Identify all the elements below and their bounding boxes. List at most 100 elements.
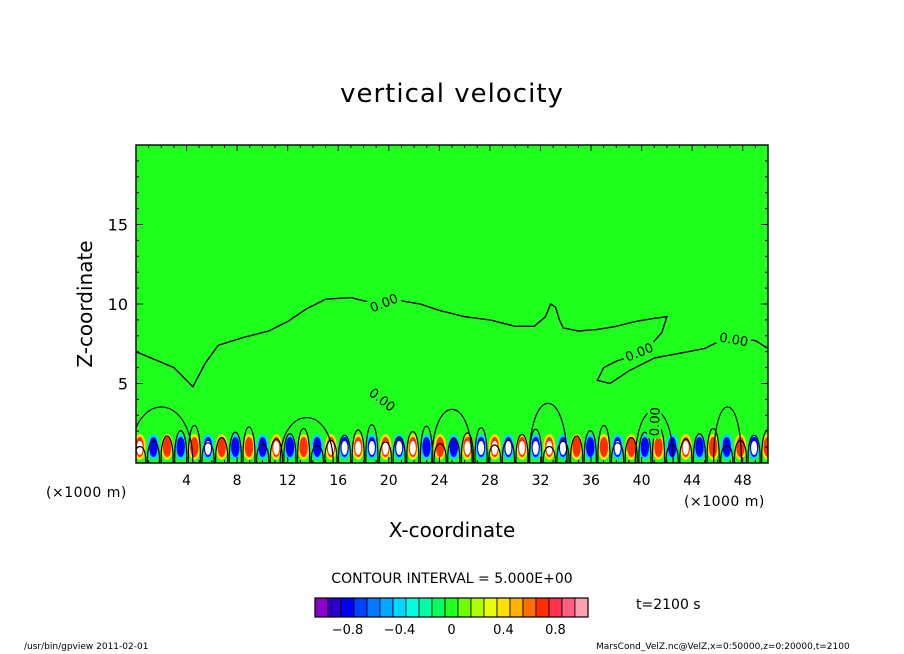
y-tick-label: 15 [108,216,128,235]
colorbar-swatch [444,597,459,618]
small-contour-loop [136,445,147,463]
velocity-cell-mid [572,437,581,457]
small-contour-loop [720,445,734,463]
small-contour-loop [215,436,229,463]
colorbar-swatch [353,597,368,618]
contour-label-bg [646,404,662,439]
velocity-cell-mid [449,437,458,457]
chart-title: vertical velocity [340,79,564,109]
zero-contour-line [136,296,768,388]
small-contour-loop [447,437,461,463]
small-contour-loop [337,434,352,463]
y-tick-label: 10 [108,295,128,314]
small-contour-loop [488,444,502,463]
contour-interval-text: CONTOUR INTERVAL = 5.000E+00 [331,571,572,587]
footer-right: MarsCond_VelZ.nc@VelZ,x=0:50000,z=0:2000… [596,642,850,652]
small-contour-loop [201,442,215,463]
low-contour [279,417,334,463]
small-contour-loop [542,445,556,463]
contour-label-bg [364,383,401,416]
velocity-cells [136,434,768,460]
colorbar-swatch [379,597,394,618]
velocity-cell-core [519,441,526,455]
velocity-cell-core [751,441,758,455]
small-contour-loop [174,430,188,463]
velocity-cell-core [614,441,621,455]
colorbar-swatch [496,597,511,618]
low-contours [136,403,768,463]
small-contour-loop [160,435,174,463]
x-tick-label: 4 [182,473,191,489]
velocity-cell-core [505,441,512,455]
velocity-cell-mid [162,437,172,457]
velocity-cell-core [682,441,689,455]
velocity-cell-mid [422,437,431,457]
velocity-cell-mid [708,437,718,457]
x-tick-label: 20 [380,473,398,489]
velocity-cell-mid [217,437,226,457]
small-contour-loop [597,425,611,463]
small-contour-loop [228,431,242,463]
x-axis-label: X-coordinate [389,518,516,542]
colorbar [314,597,589,618]
colorbar-swatch [561,597,576,618]
small-contour-loop [269,438,283,463]
velocity-cell-mid [299,437,308,457]
velocity-cell-mid [285,437,295,457]
x-tick-label: 44 [683,473,701,489]
colorbar-swatch [483,597,498,618]
x-tick-label: 16 [329,473,347,489]
colorbar-tick-label: −0.8 [332,623,364,638]
small-contour-loop [583,430,597,463]
velocity-cell-mid [149,437,158,457]
contour-label-bg [365,289,403,316]
x-tick-label: 36 [582,473,600,489]
velocity-cell-core [341,441,348,455]
velocity-cell-mid [244,437,254,457]
colorbar-swatch [392,597,407,618]
x-tick-label: 24 [430,473,448,489]
colorbar-tick-label: 0.4 [493,623,514,638]
small-contour-loop [310,445,324,463]
small-contour-loop [146,440,161,463]
colorbar-swatch [548,597,563,618]
velocity-cell-mid [722,437,731,457]
x-unit-left: (×1000 m) [46,485,127,501]
small-contour-loop [638,431,652,463]
colorbar-swatch [366,597,381,618]
small-contour-loop [570,435,584,463]
time-label: t=2100 s [636,597,701,613]
y-axis-ticks: 5 10 15 [108,160,768,448]
velocity-cell-core [491,441,498,455]
colorbar-swatch [574,597,589,618]
colorbar-swatch [340,597,355,618]
colorbar-ticks: −0.8 −0.4 0 0.4 0.8 [332,623,566,638]
colorbar-swatch [327,597,342,618]
x-tick-label: 48 [734,473,752,489]
x-axis-ticks: 4 8 12 16 20 24 28 32 36 40 44 48 [148,145,756,489]
colorbar-swatch [431,597,446,618]
low-contour [528,403,568,463]
colorbar-tick-label: 0 [447,623,455,638]
velocity-cell-core [205,441,212,455]
small-contour-loop [351,429,365,463]
small-contour-loop [406,430,420,463]
velocity-cell-core [273,441,280,455]
small-contour-loop [433,443,447,463]
velocity-cell-core [478,441,485,455]
x-tick-label: 12 [279,473,297,489]
colorbar-tick-label: −0.4 [384,623,416,638]
colorbar-frame [314,597,589,618]
velocity-cell-mid [176,437,185,457]
colorbar-swatch [509,597,524,618]
small-contour-loop [556,440,570,463]
x-tick-label: 8 [233,473,242,489]
contour-label: 0.00 [718,331,749,351]
small-contour-loop [242,426,256,463]
colorbar-swatch [470,597,485,618]
contour-label-bg [715,329,752,349]
velocity-cell-core [355,441,362,455]
small-contour-loop [297,428,311,463]
small-contour-loop [474,427,488,463]
